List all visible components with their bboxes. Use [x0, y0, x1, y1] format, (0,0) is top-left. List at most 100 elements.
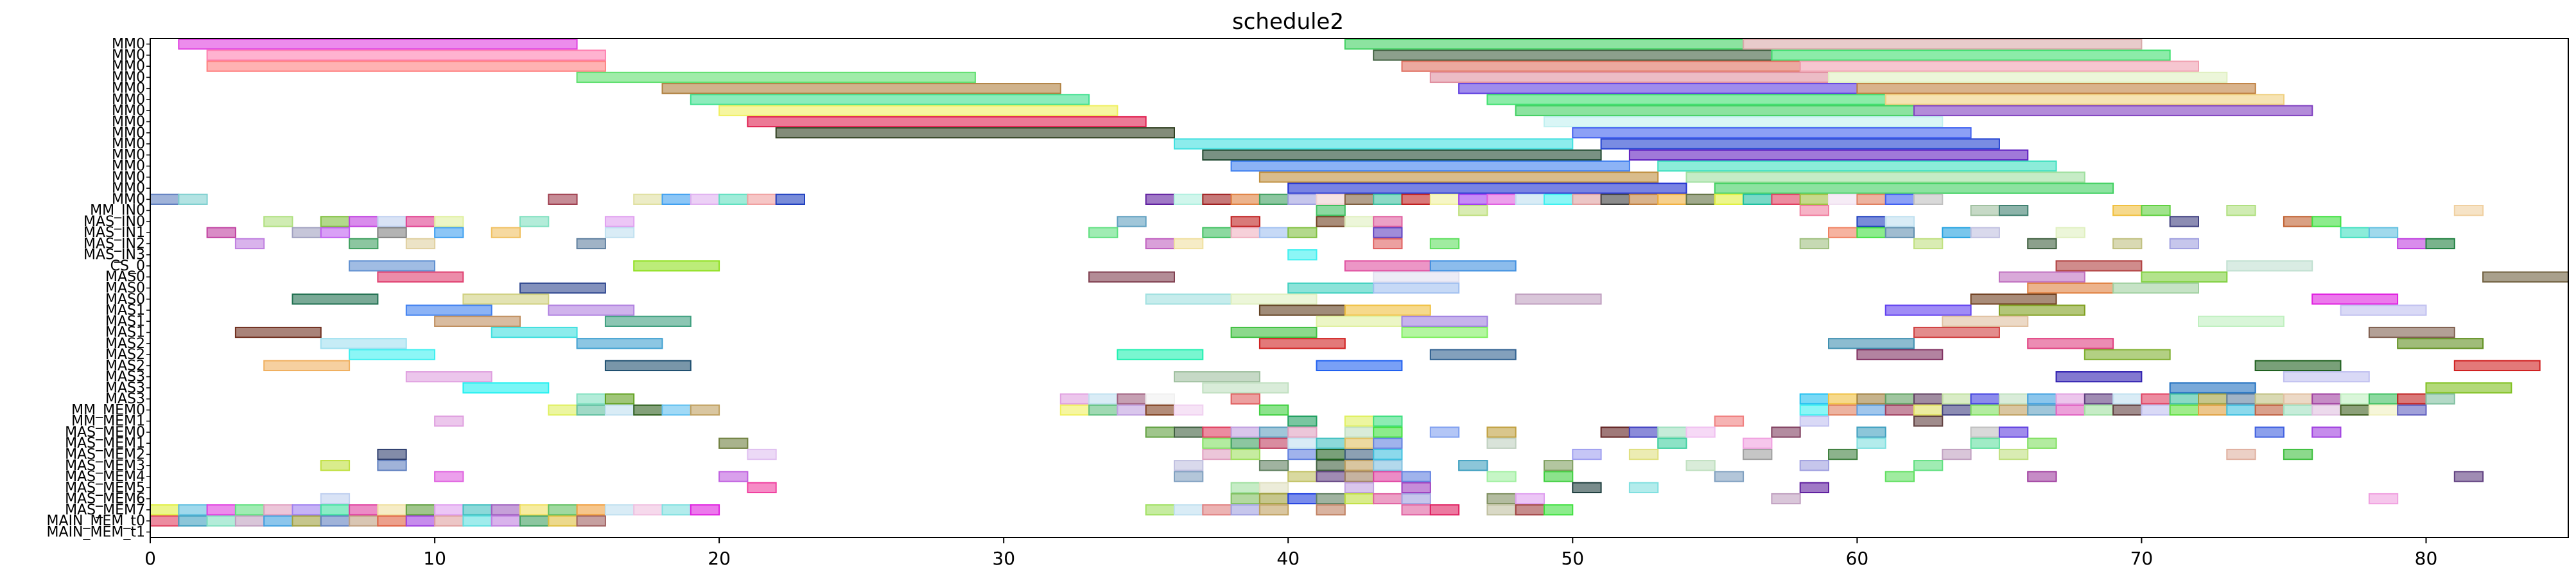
task-bar [1458, 460, 1488, 471]
task-bar [1628, 482, 1659, 494]
task-bar [263, 216, 293, 227]
task-bar [775, 193, 805, 206]
task-bar [1230, 426, 1260, 438]
row-label: MAS_MEM5 [65, 480, 145, 496]
task-bar [1884, 304, 1972, 316]
x-tick-label: 60 [1846, 548, 1869, 569]
task-bar [1316, 360, 1403, 372]
task-bar [1258, 493, 1289, 505]
task-bar [206, 49, 606, 61]
task-bar [576, 71, 976, 83]
row-label: MM0 [112, 37, 145, 53]
task-bar [1884, 216, 1915, 227]
task-bar [1685, 426, 1716, 438]
task-bar [206, 515, 236, 527]
task-bar [1202, 437, 1232, 449]
task-bar [604, 216, 635, 227]
task-bar [2141, 393, 2171, 405]
task-bar [206, 60, 606, 72]
task-bar [1657, 426, 1687, 438]
task-bar [1344, 448, 1375, 460]
row-label: MAS0 [105, 281, 145, 297]
task-bar [1344, 460, 1375, 471]
task-bar [2141, 271, 2228, 283]
task-bar [1059, 393, 1090, 405]
task-bar [1287, 493, 1318, 505]
task-bar [1373, 282, 1460, 294]
task-bar [1373, 238, 1403, 250]
task-bar [292, 504, 322, 516]
task-bar [519, 216, 550, 227]
task-bar [1145, 504, 1175, 516]
task-bar [1913, 193, 1944, 206]
task-bar [2283, 404, 2313, 416]
task-bar [377, 515, 407, 527]
task-bar [1401, 482, 1431, 494]
task-bar [1202, 227, 1232, 238]
task-bar [1258, 193, 1289, 206]
task-bar [1572, 448, 1602, 460]
task-bar [2425, 238, 2455, 250]
task-bar [1088, 227, 1118, 238]
task-bar [1799, 193, 1829, 206]
task-bar [2226, 448, 2256, 460]
task-bar [491, 227, 521, 238]
task-bar [2425, 382, 2512, 394]
task-bar [1913, 238, 1944, 250]
task-bar [1657, 160, 2057, 172]
task-bar [1258, 460, 1289, 471]
task-bar [1174, 460, 1204, 471]
task-bar [1884, 227, 1915, 238]
task-bar [1145, 404, 1175, 416]
task-bar [1799, 393, 1829, 405]
task-bar [2254, 360, 2342, 372]
task-bar [1828, 338, 1915, 349]
row-label: MAS_MEM4 [65, 469, 145, 485]
task-bar [234, 326, 322, 338]
task-bar [633, 504, 663, 516]
task-bar [1628, 149, 2029, 161]
task-bar [1799, 460, 1829, 471]
task-bar [548, 193, 578, 206]
task-bar [604, 315, 692, 328]
task-bar [1174, 193, 1204, 206]
task-bar [1287, 193, 1318, 206]
task-bar [1202, 504, 1232, 516]
row-label: MM_MEM0 [71, 402, 145, 418]
row-label: MAS0 [105, 269, 145, 285]
task-bar [1913, 105, 2313, 116]
task-bar [1258, 404, 1289, 416]
task-bar [178, 515, 208, 527]
task-bar [1942, 227, 1972, 238]
task-bar [1287, 227, 1318, 238]
row-label: MAS_IN1 [83, 225, 145, 241]
task-bar [1088, 404, 1118, 416]
task-bar [1856, 393, 1886, 405]
task-bar [1515, 493, 1545, 505]
task-bar [320, 515, 351, 527]
task-bar [1657, 437, 1687, 449]
task-bar [1344, 416, 1375, 427]
task-bar [604, 393, 635, 405]
row-label: MAS0 [105, 292, 145, 308]
task-bar [1799, 238, 1829, 250]
task-bar [1258, 171, 1659, 183]
task-bar [349, 349, 435, 360]
task-bar [1429, 238, 1460, 250]
task-bar [747, 482, 777, 494]
task-bar [1230, 216, 1260, 227]
task-bar [690, 504, 720, 516]
task-bar [1771, 49, 2171, 61]
task-bar [1258, 504, 1289, 516]
task-bar [320, 338, 407, 349]
task-bar [1401, 315, 1488, 328]
task-bar [1429, 504, 1460, 516]
task-bar [1486, 94, 1886, 105]
task-bar [206, 227, 236, 238]
task-bar [1373, 216, 1403, 227]
task-bar [548, 404, 578, 416]
task-bar [1998, 448, 2029, 460]
task-bar [1884, 404, 1915, 416]
row-label: MM_IN0 [90, 203, 145, 219]
